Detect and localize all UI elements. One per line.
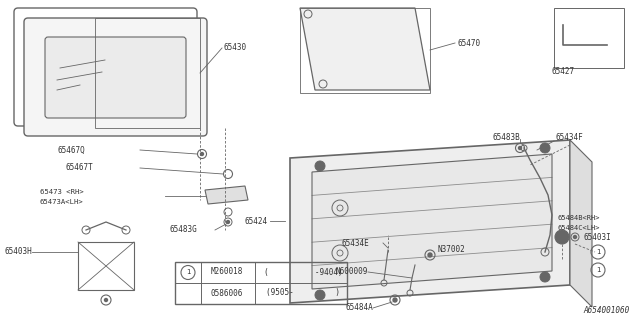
Circle shape bbox=[540, 143, 550, 153]
Text: 65424: 65424 bbox=[245, 217, 268, 226]
Text: 65467Q: 65467Q bbox=[58, 146, 86, 155]
Polygon shape bbox=[312, 154, 552, 289]
Text: 65473A<LH>: 65473A<LH> bbox=[40, 199, 84, 205]
Polygon shape bbox=[300, 8, 430, 90]
Text: N600009: N600009 bbox=[335, 268, 368, 276]
Circle shape bbox=[555, 230, 569, 244]
Text: 65434E: 65434E bbox=[342, 238, 370, 247]
Text: 65483G: 65483G bbox=[170, 226, 198, 235]
Text: 65427: 65427 bbox=[552, 68, 575, 76]
Circle shape bbox=[573, 236, 577, 238]
Text: 65470: 65470 bbox=[457, 38, 480, 47]
Circle shape bbox=[518, 147, 522, 149]
Text: 65484A: 65484A bbox=[345, 303, 373, 313]
Circle shape bbox=[315, 161, 325, 171]
Text: 0586006: 0586006 bbox=[211, 289, 243, 298]
Text: N37002: N37002 bbox=[437, 245, 465, 254]
Text: 1: 1 bbox=[596, 267, 600, 273]
Text: A654001060: A654001060 bbox=[584, 306, 630, 315]
Text: (          -9404): ( -9404) bbox=[264, 268, 342, 276]
Bar bbox=[554, 8, 624, 68]
Text: M260018: M260018 bbox=[211, 268, 243, 276]
Bar bbox=[300, 8, 430, 93]
Circle shape bbox=[315, 290, 325, 300]
Circle shape bbox=[543, 147, 547, 149]
Circle shape bbox=[200, 153, 204, 156]
FancyBboxPatch shape bbox=[45, 37, 186, 118]
Text: 65403H: 65403H bbox=[4, 247, 32, 257]
Bar bbox=[78, 242, 134, 290]
Circle shape bbox=[540, 272, 550, 282]
Text: 65473 <RH>: 65473 <RH> bbox=[40, 189, 84, 195]
Circle shape bbox=[428, 253, 432, 257]
Text: 65483B: 65483B bbox=[492, 132, 520, 141]
Polygon shape bbox=[570, 140, 592, 307]
FancyBboxPatch shape bbox=[24, 18, 207, 136]
Bar bbox=[95, 18, 200, 128]
Circle shape bbox=[393, 298, 397, 302]
Polygon shape bbox=[290, 140, 570, 303]
Text: (9505-         ): (9505- ) bbox=[266, 289, 340, 298]
Bar bbox=[175, 262, 347, 304]
Text: 65403I: 65403I bbox=[583, 233, 611, 242]
Text: 1: 1 bbox=[186, 269, 190, 276]
Text: 65430: 65430 bbox=[224, 44, 247, 52]
Circle shape bbox=[227, 220, 230, 223]
Text: 65484B<RH>: 65484B<RH> bbox=[558, 215, 600, 221]
Circle shape bbox=[543, 276, 547, 278]
Text: 1: 1 bbox=[596, 249, 600, 255]
Polygon shape bbox=[205, 186, 248, 204]
Text: 65467T: 65467T bbox=[65, 164, 93, 172]
Circle shape bbox=[319, 293, 321, 297]
Circle shape bbox=[104, 299, 108, 301]
Text: 65434F: 65434F bbox=[555, 133, 583, 142]
Text: 65484C<LH>: 65484C<LH> bbox=[558, 225, 600, 231]
Circle shape bbox=[319, 164, 321, 167]
